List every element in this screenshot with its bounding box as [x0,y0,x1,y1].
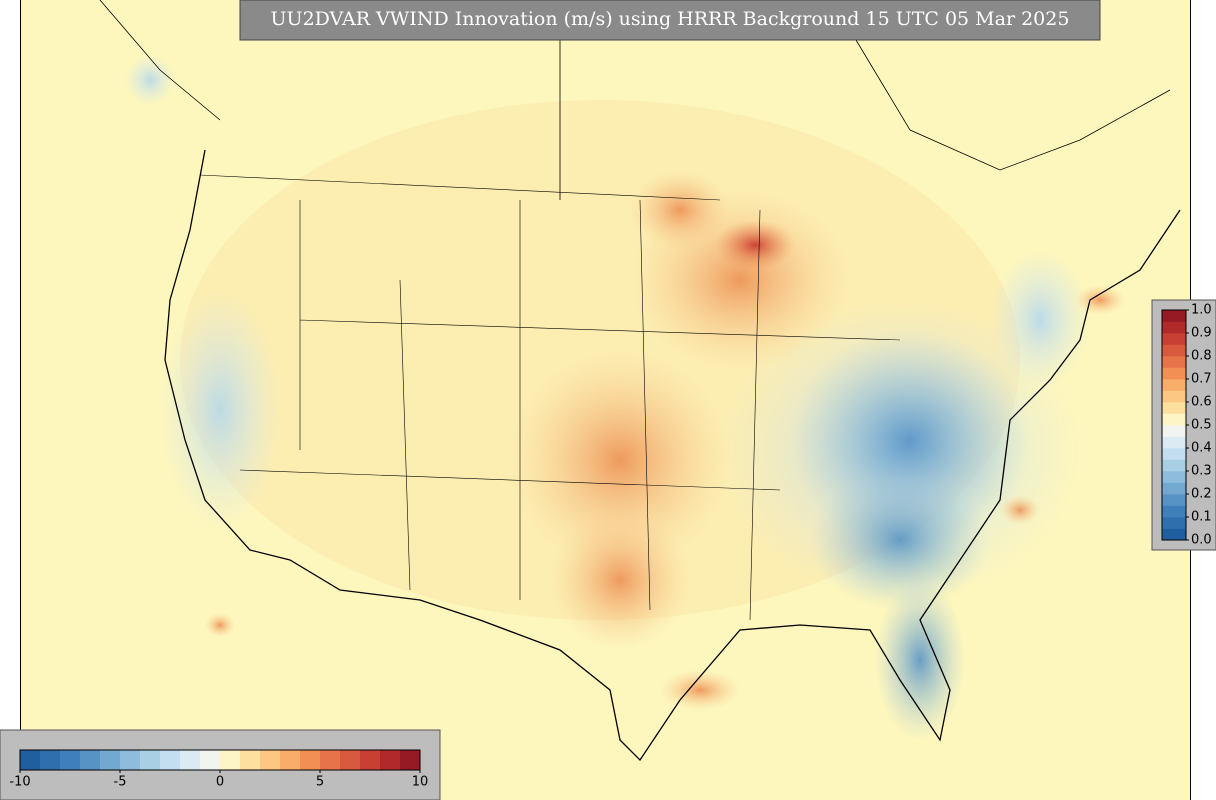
field-blob [205,613,235,637]
field-blob [715,220,795,270]
colorbar-tick-label: -10 [9,775,30,790]
colorbar-segment [200,750,221,770]
colorbar-tick-label: 0.6 [1191,395,1212,410]
colorbar-segment [220,750,241,770]
colorbar-segment [1162,333,1186,345]
colorbar-segment [20,750,41,770]
colorbar-segment [120,750,141,770]
colorbar-segment [1162,471,1186,483]
colorbar-segment [340,750,361,770]
colorbar-segment [280,750,301,770]
colorbar-segment [1162,448,1186,460]
colorbar-tick-label: 5 [316,775,324,790]
colorbar-segment [1162,517,1186,529]
colorbar-tick-label: 0.1 [1191,510,1212,525]
field-blob [630,170,730,250]
map-edge [20,0,21,800]
colorbar-segment [1162,402,1186,414]
colorbar-tick-label: 0.3 [1191,464,1212,479]
field-blob [160,290,280,530]
title: UU2DVAR VWIND Innovation (m/s) using HRR… [271,8,1070,30]
colorbar-segment [40,750,61,770]
colorbar-segment [1162,321,1186,334]
colorbar-segment [1162,379,1186,391]
colorbar-segment [1162,344,1186,357]
colorbar-segment [260,750,281,770]
colorbar-tick-label: 0.9 [1191,326,1212,341]
field-blob [510,350,730,570]
colorbar-segment [1162,356,1186,368]
field-blob [1000,495,1040,525]
colorbar-segment [1162,436,1186,449]
colorbar-tick-label: 0 [216,775,224,790]
colorbar-segment [1162,505,1186,518]
colorbar-tick-label: 0.5 [1191,418,1212,433]
colorbar-segment [300,750,321,770]
field-blob [1075,285,1125,315]
coastline [164,149,1181,762]
colorbar-segment [140,750,161,770]
colorbar-segment [1162,459,1186,472]
map-field [20,0,1190,800]
field-blob [125,55,175,105]
colorbar-segment [180,750,201,770]
colorbar-segment [1162,367,1186,380]
colorbar-segment [1162,390,1186,403]
colorbar-segment [80,750,101,770]
colorbar-segment [400,750,421,770]
colorbar-segment [380,750,401,770]
colorbar-tick-label: 0.7 [1191,372,1212,387]
colorbar-segment [100,750,121,770]
colorbar-tick-label: 0.2 [1191,487,1212,502]
colorbar-tick-label: 0.4 [1191,441,1212,456]
colorbar-tick-label: 0.8 [1191,349,1212,364]
colorbar-tick-label: 0.0 [1191,533,1212,548]
colorbars: -10 -5 0 5 10 0.0 0.1 0.2 0.3 0.4 0.5 0.6 0.7 0.8 0.9 1… [9,303,1211,790]
colorbar-segment [320,750,341,770]
colorbar-segment [240,750,261,770]
colorbar-segment [1162,425,1186,437]
state-lines [199,174,901,621]
field-blob [990,250,1090,390]
field-blob [550,510,690,650]
colorbar-segment [1162,310,1186,322]
colorbar-tick-label: 1.0 [1191,303,1212,318]
field-blob [810,470,990,610]
colorbar-segment [1162,528,1186,541]
colorbar-tick-label: -5 [114,775,127,790]
colorbar-segment [160,750,181,770]
colorbar-segment [1162,482,1186,495]
colorbar-segment [360,750,381,770]
colorbar-segment [60,750,81,770]
colorbar-tick-label: 10 [412,775,429,790]
field-blob [875,580,965,740]
colorbar-segment [1162,494,1186,506]
colorbar-segment [1162,413,1186,426]
title-box [239,0,1101,41]
